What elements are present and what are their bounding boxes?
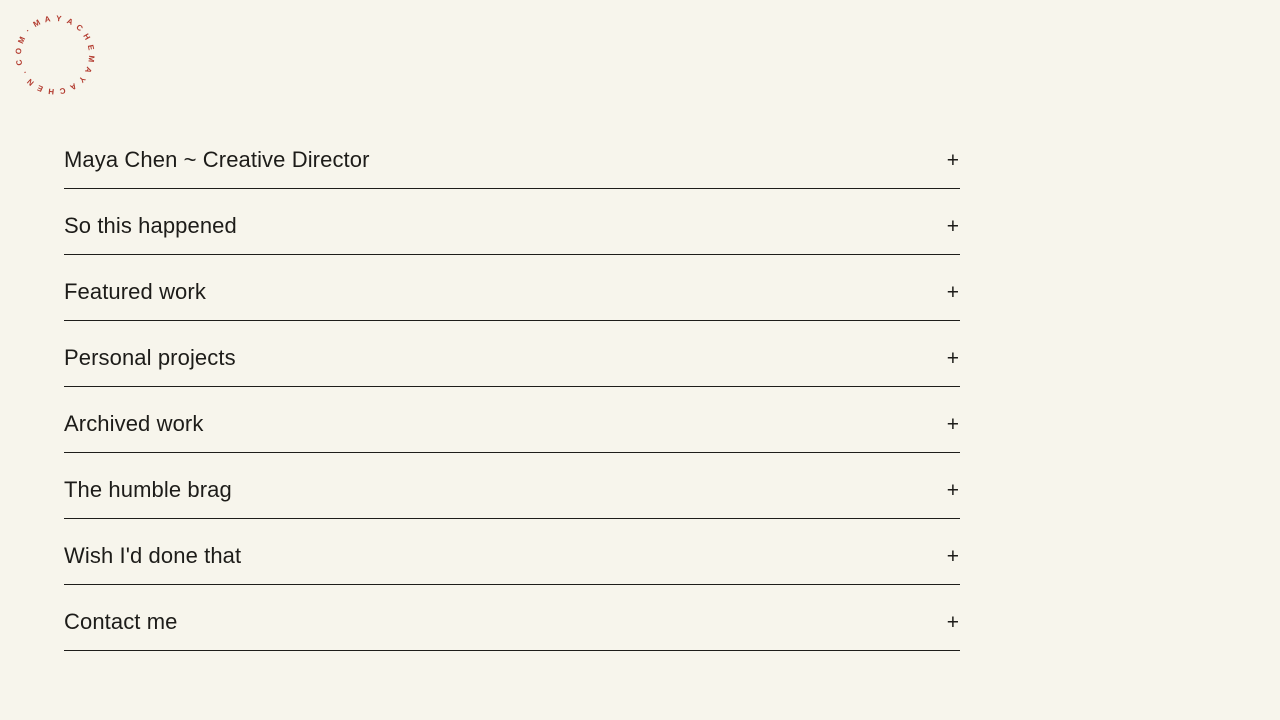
plus-icon[interactable]: + — [946, 544, 959, 568]
plus-icon[interactable]: + — [946, 610, 959, 634]
accordion-item-so-this-happened[interactable]: So this happened + — [64, 189, 960, 255]
plus-icon[interactable]: + — [946, 412, 959, 436]
accordion-item-label: Personal projects — [64, 345, 236, 370]
accordion-item-label: Archived work — [64, 411, 204, 436]
logo-character: C — [14, 58, 25, 67]
accordion-item-label: Maya Chen ~ Creative Director — [64, 147, 370, 172]
plus-icon[interactable]: + — [946, 214, 959, 238]
accordion-item-featured-work[interactable]: Featured work + — [64, 255, 960, 321]
accordion-item-label: Featured work — [64, 279, 206, 304]
plus-icon[interactable]: + — [946, 280, 959, 304]
accordion-item-personal-projects[interactable]: Personal projects + — [64, 321, 960, 387]
accordion-item-label: So this happened — [64, 213, 237, 238]
accordion-item-label: The humble brag — [64, 477, 232, 502]
accordion-item-intro[interactable]: Maya Chen ~ Creative Director + — [64, 123, 960, 189]
accordion-item-wish-id-done-that[interactable]: Wish I'd done that + — [64, 519, 960, 585]
circular-logo-mayachen[interactable]: · M A Y A C H E M A Y A C H E N. C O M — [0, 0, 110, 110]
accordion-item-label: Contact me — [64, 609, 178, 634]
accordion-menu: Maya Chen ~ Creative Director + So this … — [64, 123, 960, 651]
plus-icon[interactable]: + — [946, 346, 959, 370]
accordion-item-archived-work[interactable]: Archived work + — [64, 387, 960, 453]
plus-icon[interactable]: + — [946, 148, 959, 172]
plus-icon[interactable]: + — [946, 478, 959, 502]
accordion-item-contact-me[interactable]: Contact me + — [64, 585, 960, 651]
accordion-item-label: Wish I'd done that — [64, 543, 242, 568]
accordion-item-humble-brag[interactable]: The humble brag + — [64, 453, 960, 519]
